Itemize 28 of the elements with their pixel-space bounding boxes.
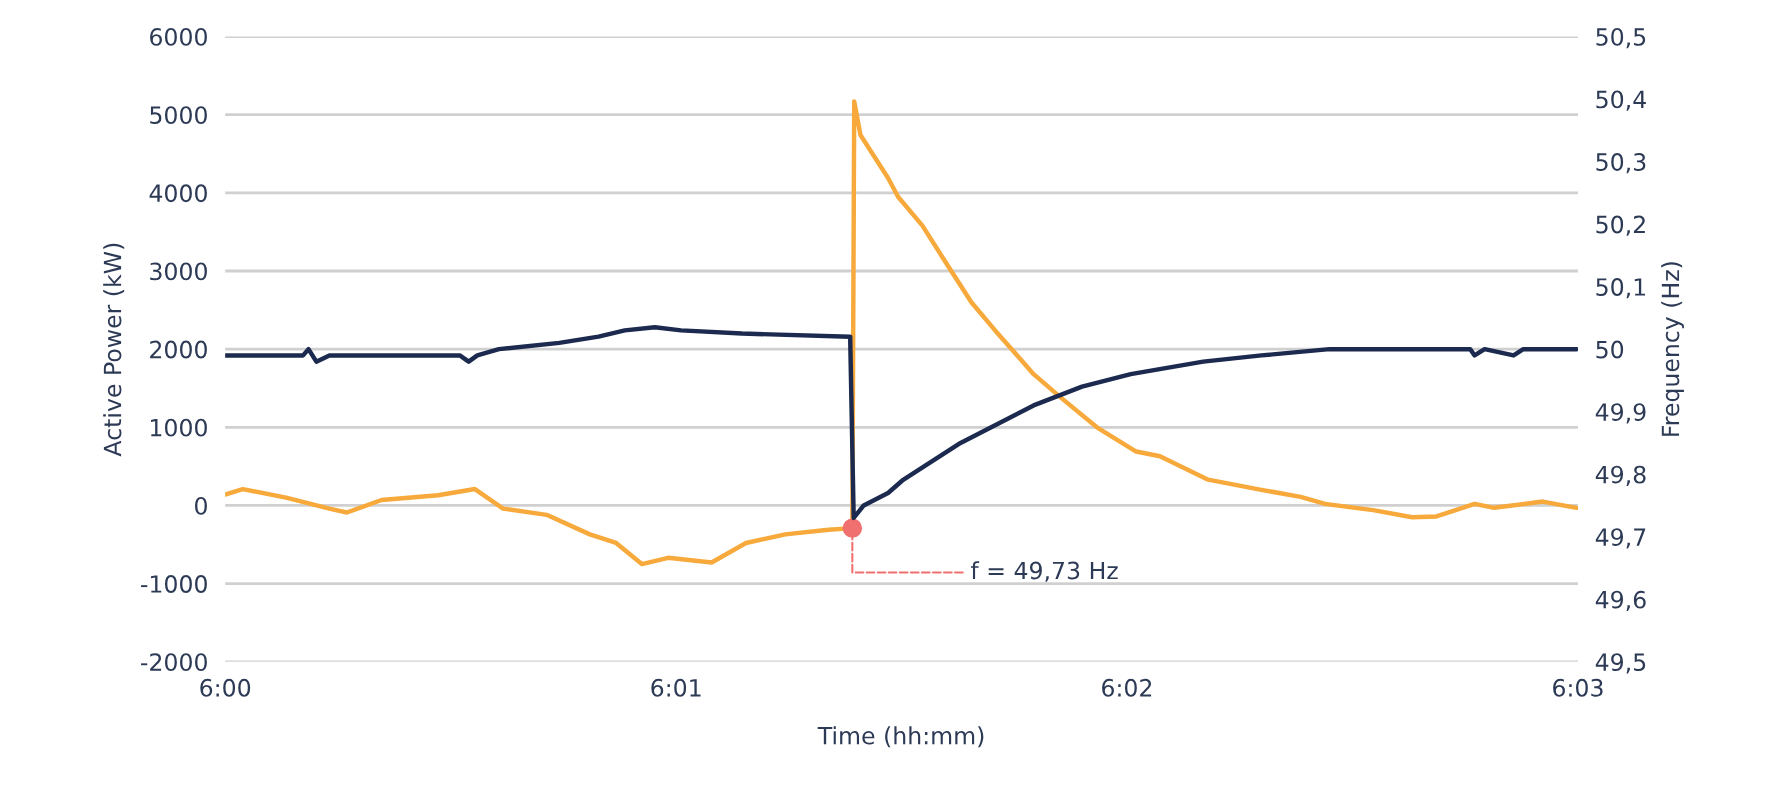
y-tick-label: -2000 — [141, 653, 207, 672]
y2-tick-label: 50,1 — [1596, 278, 1646, 299]
y2-tick-label: 49,9 — [1595, 403, 1646, 424]
y2-tick-label: 49,8 — [1595, 465, 1646, 486]
y2-tick-label: 49,5 — [1595, 653, 1646, 674]
y-tick-label: 3000 — [150, 262, 207, 281]
y2-tick-label: 50,5 — [1596, 27, 1646, 49]
annotation: f = 49,73 Hz — [970, 561, 1118, 582]
x-axis-title: Time (hh:mm) — [817, 726, 984, 748]
y-tick-label: 5000 — [150, 106, 207, 124]
x-tick-label: 6:02 — [1102, 678, 1152, 697]
y-tick-label: 1000 — [151, 418, 207, 437]
x-tick-label: 6:00 — [200, 678, 251, 697]
y2-axis-title: Frequency (Hz) — [1661, 262, 1684, 436]
y-tick-label: 2000 — [150, 340, 207, 359]
x-tick-label: 6:01 — [651, 678, 701, 697]
y-tick-label: 4000 — [149, 184, 207, 203]
y2-tick-label: 50,4 — [1596, 90, 1646, 111]
y-tick-label: 6000 — [150, 27, 207, 46]
y2-tick-label: 50,3 — [1596, 153, 1646, 174]
y-axis-title: Active Power (kW) — [103, 243, 125, 457]
y2-tick-label: 50 — [1596, 340, 1624, 359]
y2-tick-label: 50,2 — [1596, 215, 1645, 236]
y2-tick-label: 49,6 — [1595, 590, 1646, 611]
y2-tick-label: 49,7 — [1595, 528, 1646, 549]
x-tick-label: 6:03 — [1553, 678, 1603, 697]
y-tick-label: 0 — [195, 496, 207, 515]
y-tick-label: -1000 — [141, 575, 207, 593]
